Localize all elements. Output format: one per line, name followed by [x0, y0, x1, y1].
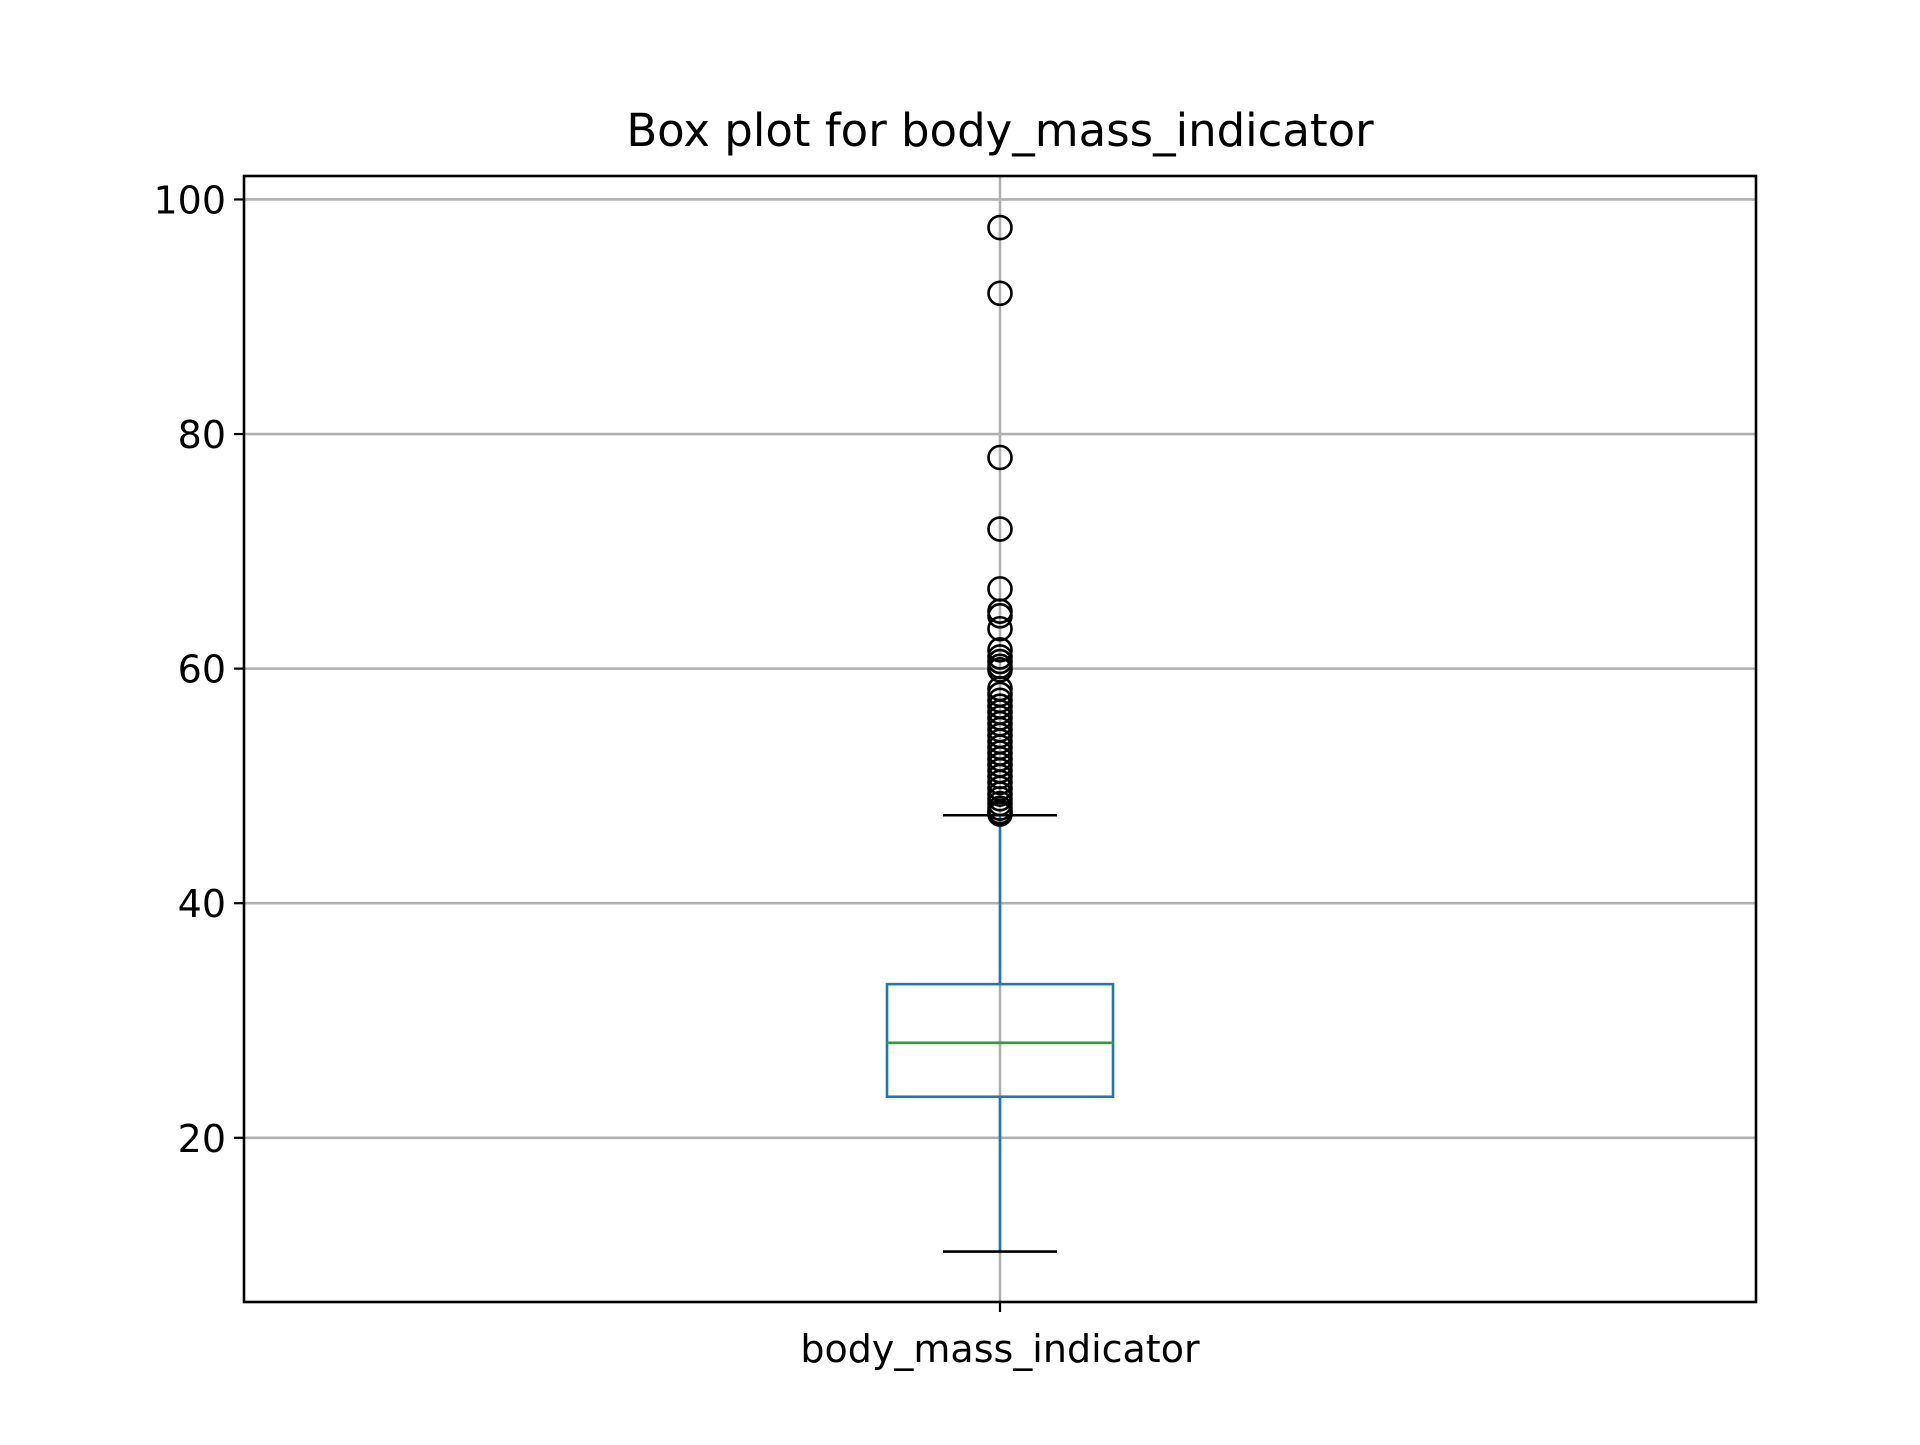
axes: 20 40 60 80 100 body_mass_indicator [153, 178, 1199, 1371]
x-tick-label: body_mass_indicator [800, 1327, 1200, 1371]
box-plot-series [885, 214, 1115, 1253]
y-tick-label: 100 [153, 178, 226, 222]
outlier-point [987, 801, 1013, 827]
y-tick-label: 20 [178, 1117, 226, 1161]
y-tick-label: 40 [178, 882, 226, 926]
y-tick-label: 80 [178, 413, 226, 457]
outlier-point [987, 214, 1013, 241]
outlier-point [987, 603, 1013, 629]
outlier-point [987, 280, 1013, 307]
outlier-point [987, 516, 1013, 542]
iqr-box [885, 982, 1115, 1099]
outlier-point [987, 769, 1013, 796]
outlier-point [987, 615, 1013, 642]
chart-title: Box plot for body_mass_indicator [626, 104, 1374, 157]
y-tick-label: 60 [178, 648, 226, 692]
outlier-point [987, 656, 1013, 683]
outlier-point [987, 444, 1013, 471]
outlier-point [987, 637, 1013, 663]
